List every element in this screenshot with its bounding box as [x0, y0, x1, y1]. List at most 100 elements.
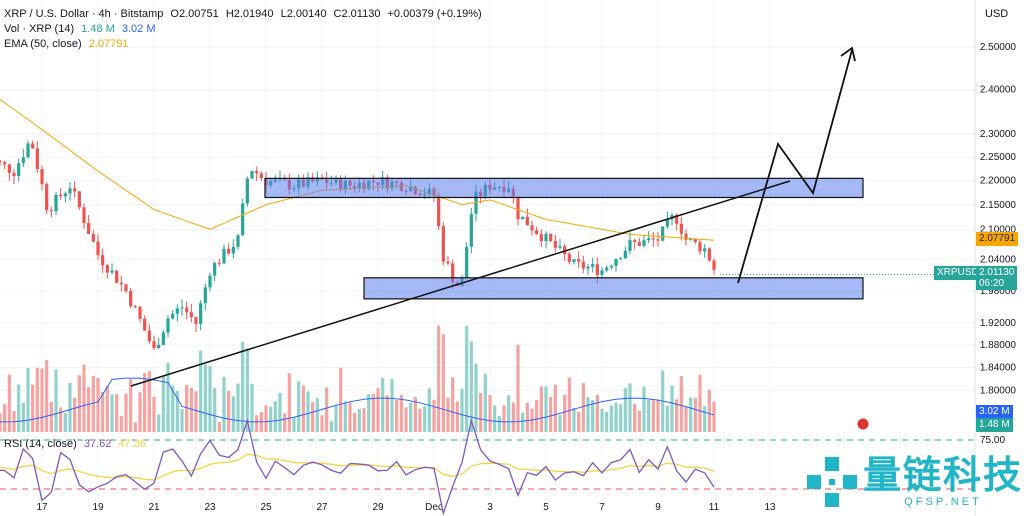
volume-bar [231, 396, 235, 432]
candle-body [712, 260, 716, 270]
candle-body [12, 172, 16, 177]
volume-bar [502, 405, 506, 432]
ohlc-change: +0.00379 (+0.19%) [387, 8, 482, 20]
candle-body [651, 238, 655, 240]
volume-bar [283, 413, 287, 432]
candle-body [446, 261, 450, 264]
candle-body [143, 318, 147, 331]
x-tick-label: Dec [425, 502, 443, 513]
volume-bar [213, 388, 217, 432]
volume-bar [698, 374, 702, 432]
candle-body [259, 173, 263, 178]
bar-countdown: 06:20 [979, 278, 1005, 289]
candle-body [63, 193, 67, 197]
volume-bar [367, 394, 371, 432]
candle-body [535, 230, 539, 235]
volume-bar [469, 341, 473, 432]
volume-bar [614, 402, 618, 432]
last-price-tag: 2.01130 06:20 [976, 266, 1018, 290]
volume-bar [385, 395, 389, 432]
volume-bar [511, 402, 515, 432]
volume-bar [544, 386, 548, 432]
candle-body [91, 233, 95, 242]
volume-bar [563, 394, 567, 432]
volume-label: Vol · XRP (14) [4, 23, 75, 35]
candle-body [7, 164, 11, 173]
volume-bar [54, 369, 58, 432]
candle-body [119, 282, 123, 285]
volume-bar [26, 367, 30, 432]
volume-bar [222, 377, 226, 432]
volume-bar [539, 386, 543, 432]
volume-bar [101, 391, 105, 432]
y-tick-label: 1.88000 [980, 340, 1017, 351]
volume-bar [712, 401, 716, 432]
candle-body [35, 148, 39, 170]
volume-bar [633, 403, 637, 432]
y-tick-label: 2.20000 [980, 176, 1017, 187]
volume-bar [49, 401, 53, 432]
watermark-sub: QFSP.NET [904, 496, 982, 508]
volume-bar [208, 366, 212, 432]
volume-bar [591, 400, 595, 432]
candle-body [203, 287, 207, 304]
ema-value: 2.07791 [88, 38, 129, 50]
x-tick-label: 23 [204, 502, 216, 513]
volume-bar [105, 385, 109, 432]
volume-bar [138, 392, 142, 432]
volume-bar [684, 406, 688, 432]
x-tick-label: 19 [92, 502, 104, 513]
volume-bar [605, 411, 609, 432]
candle-body [586, 266, 590, 269]
volume-bar [637, 410, 641, 432]
volume-bar [63, 413, 67, 432]
y-tick-label: 2.15000 [980, 200, 1017, 211]
candle-body [115, 270, 119, 283]
volume-bar [507, 395, 511, 432]
volume-bar [189, 387, 193, 432]
x-tick-label: 25 [260, 502, 272, 513]
symbol-tag: XRPUSD [934, 266, 982, 280]
volume-bar [441, 334, 445, 432]
candle-body [129, 290, 133, 307]
candle-body [553, 241, 557, 248]
volume-bar [166, 362, 170, 432]
volume-bar [497, 415, 501, 432]
candle-body [707, 248, 711, 261]
currency-label[interactable]: USD [985, 8, 1009, 20]
volume-bar [437, 325, 441, 432]
volume-bar [147, 371, 151, 432]
candle-body [469, 213, 473, 247]
volume-value-1: 1.48 M [81, 23, 115, 35]
volume-bar [35, 367, 39, 432]
projection-arrow [737, 49, 853, 284]
candle-body [250, 171, 254, 179]
watermark-text: 量链科技 [863, 455, 1024, 497]
rsi-label: RSI (14, close) [4, 438, 77, 450]
volume-bar [395, 399, 399, 432]
candle-body [161, 332, 165, 345]
y-tick-label: 2.50000 [980, 42, 1017, 53]
volume-bar [119, 416, 123, 432]
volume-bar [642, 386, 646, 432]
y-tick-label: 2.04000 [980, 255, 1017, 266]
volume-bar [586, 397, 590, 432]
volume-bar [600, 408, 604, 432]
volume-bar [96, 377, 100, 432]
candle-body [451, 263, 455, 283]
y-tick-label: 1.80000 [980, 386, 1017, 397]
volume-bar [199, 350, 203, 432]
volume-bar [404, 407, 408, 432]
volume-bar [17, 384, 21, 432]
candle-body [199, 303, 203, 324]
logo-icon [807, 457, 857, 507]
x-tick-label: 17 [36, 502, 48, 513]
volume-bar [474, 363, 478, 432]
candle-body [581, 261, 585, 269]
volume-bar [339, 367, 343, 432]
volume-bar [558, 414, 562, 432]
ema-price-tag: 2.07791 [976, 232, 1019, 246]
volume-bar [73, 397, 77, 432]
volume-bar [245, 348, 249, 432]
